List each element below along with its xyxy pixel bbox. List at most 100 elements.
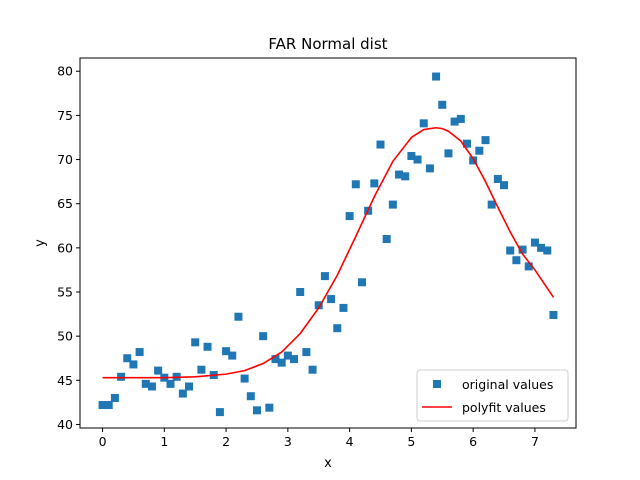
data-point [450, 117, 459, 126]
data-point [382, 235, 391, 244]
data-point [537, 243, 546, 252]
polyfit-line [102, 126, 555, 379]
data-point [135, 348, 144, 357]
data-point [395, 170, 404, 179]
data-point [314, 301, 323, 310]
data-point [302, 348, 311, 357]
y-tick-label: 70 [57, 152, 73, 167]
data-point [98, 401, 107, 410]
x-tick-label: 2 [222, 434, 230, 449]
data-point [357, 278, 366, 287]
x-tick-label: 3 [284, 434, 292, 449]
data-point [388, 200, 397, 209]
data-point [234, 312, 243, 321]
data-point [413, 155, 422, 164]
data-point [524, 262, 533, 271]
data-point [154, 366, 163, 375]
data-point [425, 164, 434, 173]
data-point [308, 365, 317, 374]
data-point [147, 382, 156, 391]
y-axis-label: y [33, 239, 48, 247]
data-point [178, 389, 187, 398]
legend: original values polyfit values [416, 369, 569, 422]
data-point [104, 401, 113, 410]
data-point [203, 342, 212, 351]
data-point [240, 374, 249, 383]
legend-label-polyfit: polyfit values [462, 400, 546, 415]
plot-marks [98, 72, 558, 417]
data-point [277, 358, 286, 367]
data-point [222, 347, 231, 356]
x-tick-label: 6 [469, 434, 477, 449]
data-point [339, 303, 348, 312]
data-point [129, 360, 138, 369]
data-point [432, 72, 441, 81]
data-point [327, 295, 336, 304]
legend-marker-original [433, 380, 441, 388]
y-tick-label: 75 [57, 108, 73, 123]
data-point [271, 355, 280, 364]
y-tick-label: 40 [57, 417, 73, 432]
data-point [456, 114, 465, 123]
data-point [401, 172, 410, 181]
data-point [215, 408, 224, 417]
x-tick-label: 1 [160, 434, 168, 449]
data-point [376, 140, 385, 149]
data-point [419, 119, 428, 128]
data-point [345, 212, 354, 221]
data-point [290, 355, 299, 364]
data-point [530, 238, 539, 247]
plot-frame [79, 57, 577, 429]
y-tick-label: 50 [57, 329, 73, 344]
data-point [500, 181, 509, 190]
data-point [475, 146, 484, 155]
legend-box [416, 369, 569, 422]
data-point [469, 156, 478, 165]
x-tick-label: 5 [407, 434, 415, 449]
data-point [283, 351, 292, 360]
data-point [487, 200, 496, 209]
data-point [259, 332, 268, 341]
data-point [246, 392, 255, 401]
y-tick-label: 65 [57, 196, 73, 211]
data-point [438, 100, 447, 109]
data-point [228, 351, 237, 360]
x-axis-label: x [324, 456, 332, 471]
data-point [185, 382, 194, 391]
data-point [110, 393, 119, 402]
data-point [141, 379, 150, 388]
data-point [518, 245, 527, 254]
x-tick-label: 0 [99, 434, 107, 449]
data-point [296, 288, 305, 297]
x-tick-label: 4 [346, 434, 354, 449]
y-tick-label: 80 [57, 64, 73, 79]
y-tick-label: 55 [57, 285, 73, 300]
data-point [481, 136, 490, 145]
data-point [462, 139, 471, 148]
data-point [320, 272, 329, 281]
data-point [197, 365, 206, 374]
data-point [117, 372, 126, 381]
data-point [506, 246, 515, 255]
x-tick-label: 7 [531, 434, 539, 449]
data-point [493, 174, 502, 183]
data-point [191, 338, 200, 347]
legend-label-original: original values [462, 377, 553, 392]
data-point [252, 406, 261, 415]
data-point [444, 149, 453, 158]
y-tick-label: 45 [57, 373, 73, 388]
data-point [351, 180, 360, 189]
data-point [370, 179, 379, 188]
data-point [265, 403, 274, 412]
data-point [333, 324, 342, 333]
chart-title: FAR Normal dist [268, 35, 387, 53]
y-tick-label: 60 [57, 240, 73, 255]
data-point [123, 354, 132, 363]
data-point [549, 310, 558, 319]
data-point [407, 152, 416, 161]
data-point [512, 256, 521, 265]
data-point [166, 379, 175, 388]
